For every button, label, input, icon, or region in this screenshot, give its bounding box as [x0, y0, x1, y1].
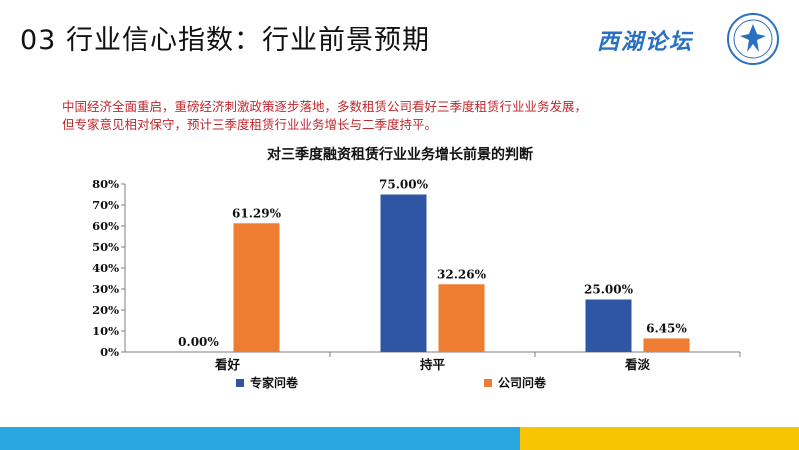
data-label: 32.26% [437, 267, 487, 281]
y-tick-label: 40% [92, 261, 119, 275]
data-label: 0.00% [178, 335, 219, 349]
legend-swatch [236, 379, 244, 387]
y-tick-label: 10% [92, 324, 119, 338]
x-tick-label: 看淡 [625, 357, 651, 372]
footer-bar-blue [0, 427, 520, 450]
y-tick-label: 60% [92, 219, 119, 233]
y-tick-label: 20% [92, 303, 119, 317]
footer-bar-yellow [520, 427, 799, 450]
forum-logo-icon [727, 13, 779, 65]
slide-title: 03 行业信心指数：行业前景预期 [20, 25, 430, 56]
intro-line: 中国经济全面重启，重磅经济刺激政策逐步落地，多数租赁公司看好三季度租赁行业业务发… [62, 99, 588, 114]
y-tick-label: 50% [92, 240, 119, 254]
y-tick-label: 80% [92, 177, 119, 191]
x-tick-label: 看好 [215, 357, 241, 372]
legend-label: 公司问卷 [498, 375, 547, 390]
legend-label: 专家问卷 [250, 375, 299, 390]
intro-line: 但专家意见相对保守，预计三季度租赁行业业务增长与二季度持平。 [62, 117, 438, 132]
logo-text: 西湖论坛 [597, 29, 694, 55]
intro-text: 中国经济全面重启，重磅经济刺激政策逐步落地，多数租赁公司看好三季度租赁行业业务发… [62, 98, 752, 134]
bar [585, 299, 632, 352]
bar [438, 284, 485, 352]
data-label: 6.45% [646, 321, 687, 335]
legend-swatch [484, 379, 492, 387]
x-tick-label: 持平 [420, 357, 446, 372]
y-tick-label: 70% [92, 198, 119, 212]
y-tick-label: 0% [100, 345, 119, 359]
bar [643, 338, 690, 352]
bar [233, 223, 280, 352]
chart-title: 对三季度融资租赁行业业务增长前景的判断 [267, 146, 533, 163]
data-label: 61.29% [232, 206, 282, 220]
data-label: 25.00% [584, 283, 634, 297]
y-tick-label: 30% [92, 282, 119, 296]
data-label: 75.00% [379, 178, 429, 192]
bar [380, 194, 427, 352]
